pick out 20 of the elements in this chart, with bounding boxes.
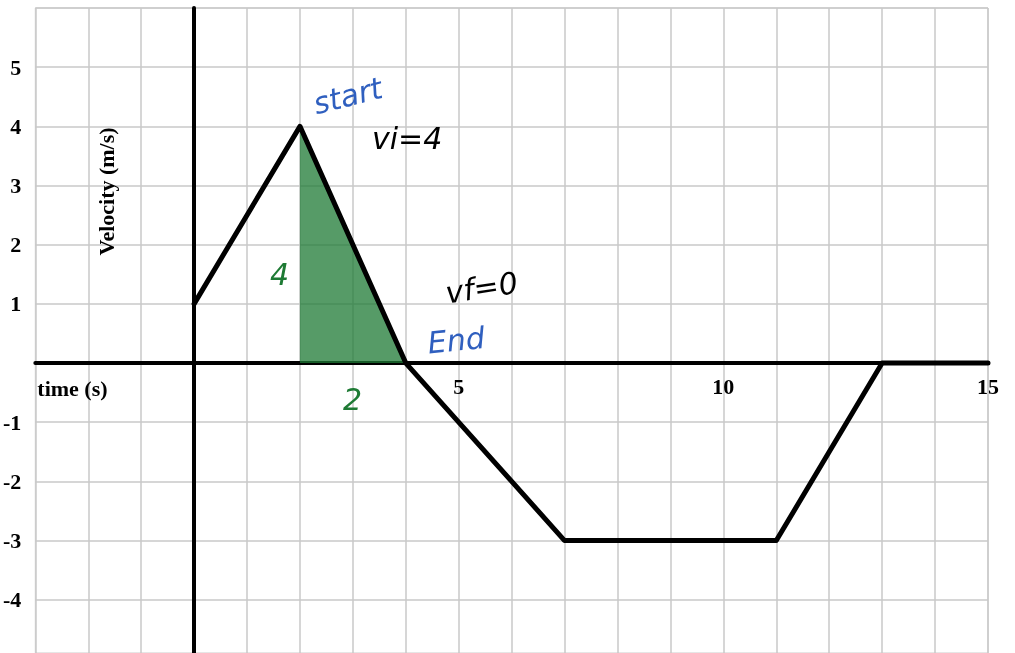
y-tick-label: -4	[3, 587, 22, 613]
y-tick-label: 1	[10, 291, 22, 317]
annotation: 4	[269, 256, 290, 292]
y-axis-title: Velocity (m/s)	[94, 127, 120, 256]
x-tick-label: 5	[453, 373, 465, 399]
x-tick-label: 10	[712, 373, 735, 399]
x-tick-label: 15	[977, 373, 999, 399]
annotation: vi=4	[371, 120, 443, 156]
y-tick-label: 3	[10, 173, 22, 199]
y-tick-label: -1	[3, 409, 22, 435]
y-tick-label: -3	[3, 528, 22, 554]
annotation: End	[426, 319, 488, 361]
y-tick-label: 5	[10, 54, 22, 80]
annotation: 2	[342, 381, 362, 417]
y-tick-label: 4	[10, 113, 22, 139]
y-tick-label: -2	[3, 468, 22, 494]
annotation: vf=0	[443, 264, 521, 311]
x-axis-title: time (s)	[37, 375, 108, 401]
annotation: start	[309, 69, 388, 122]
y-tick-label: 2	[10, 232, 22, 258]
